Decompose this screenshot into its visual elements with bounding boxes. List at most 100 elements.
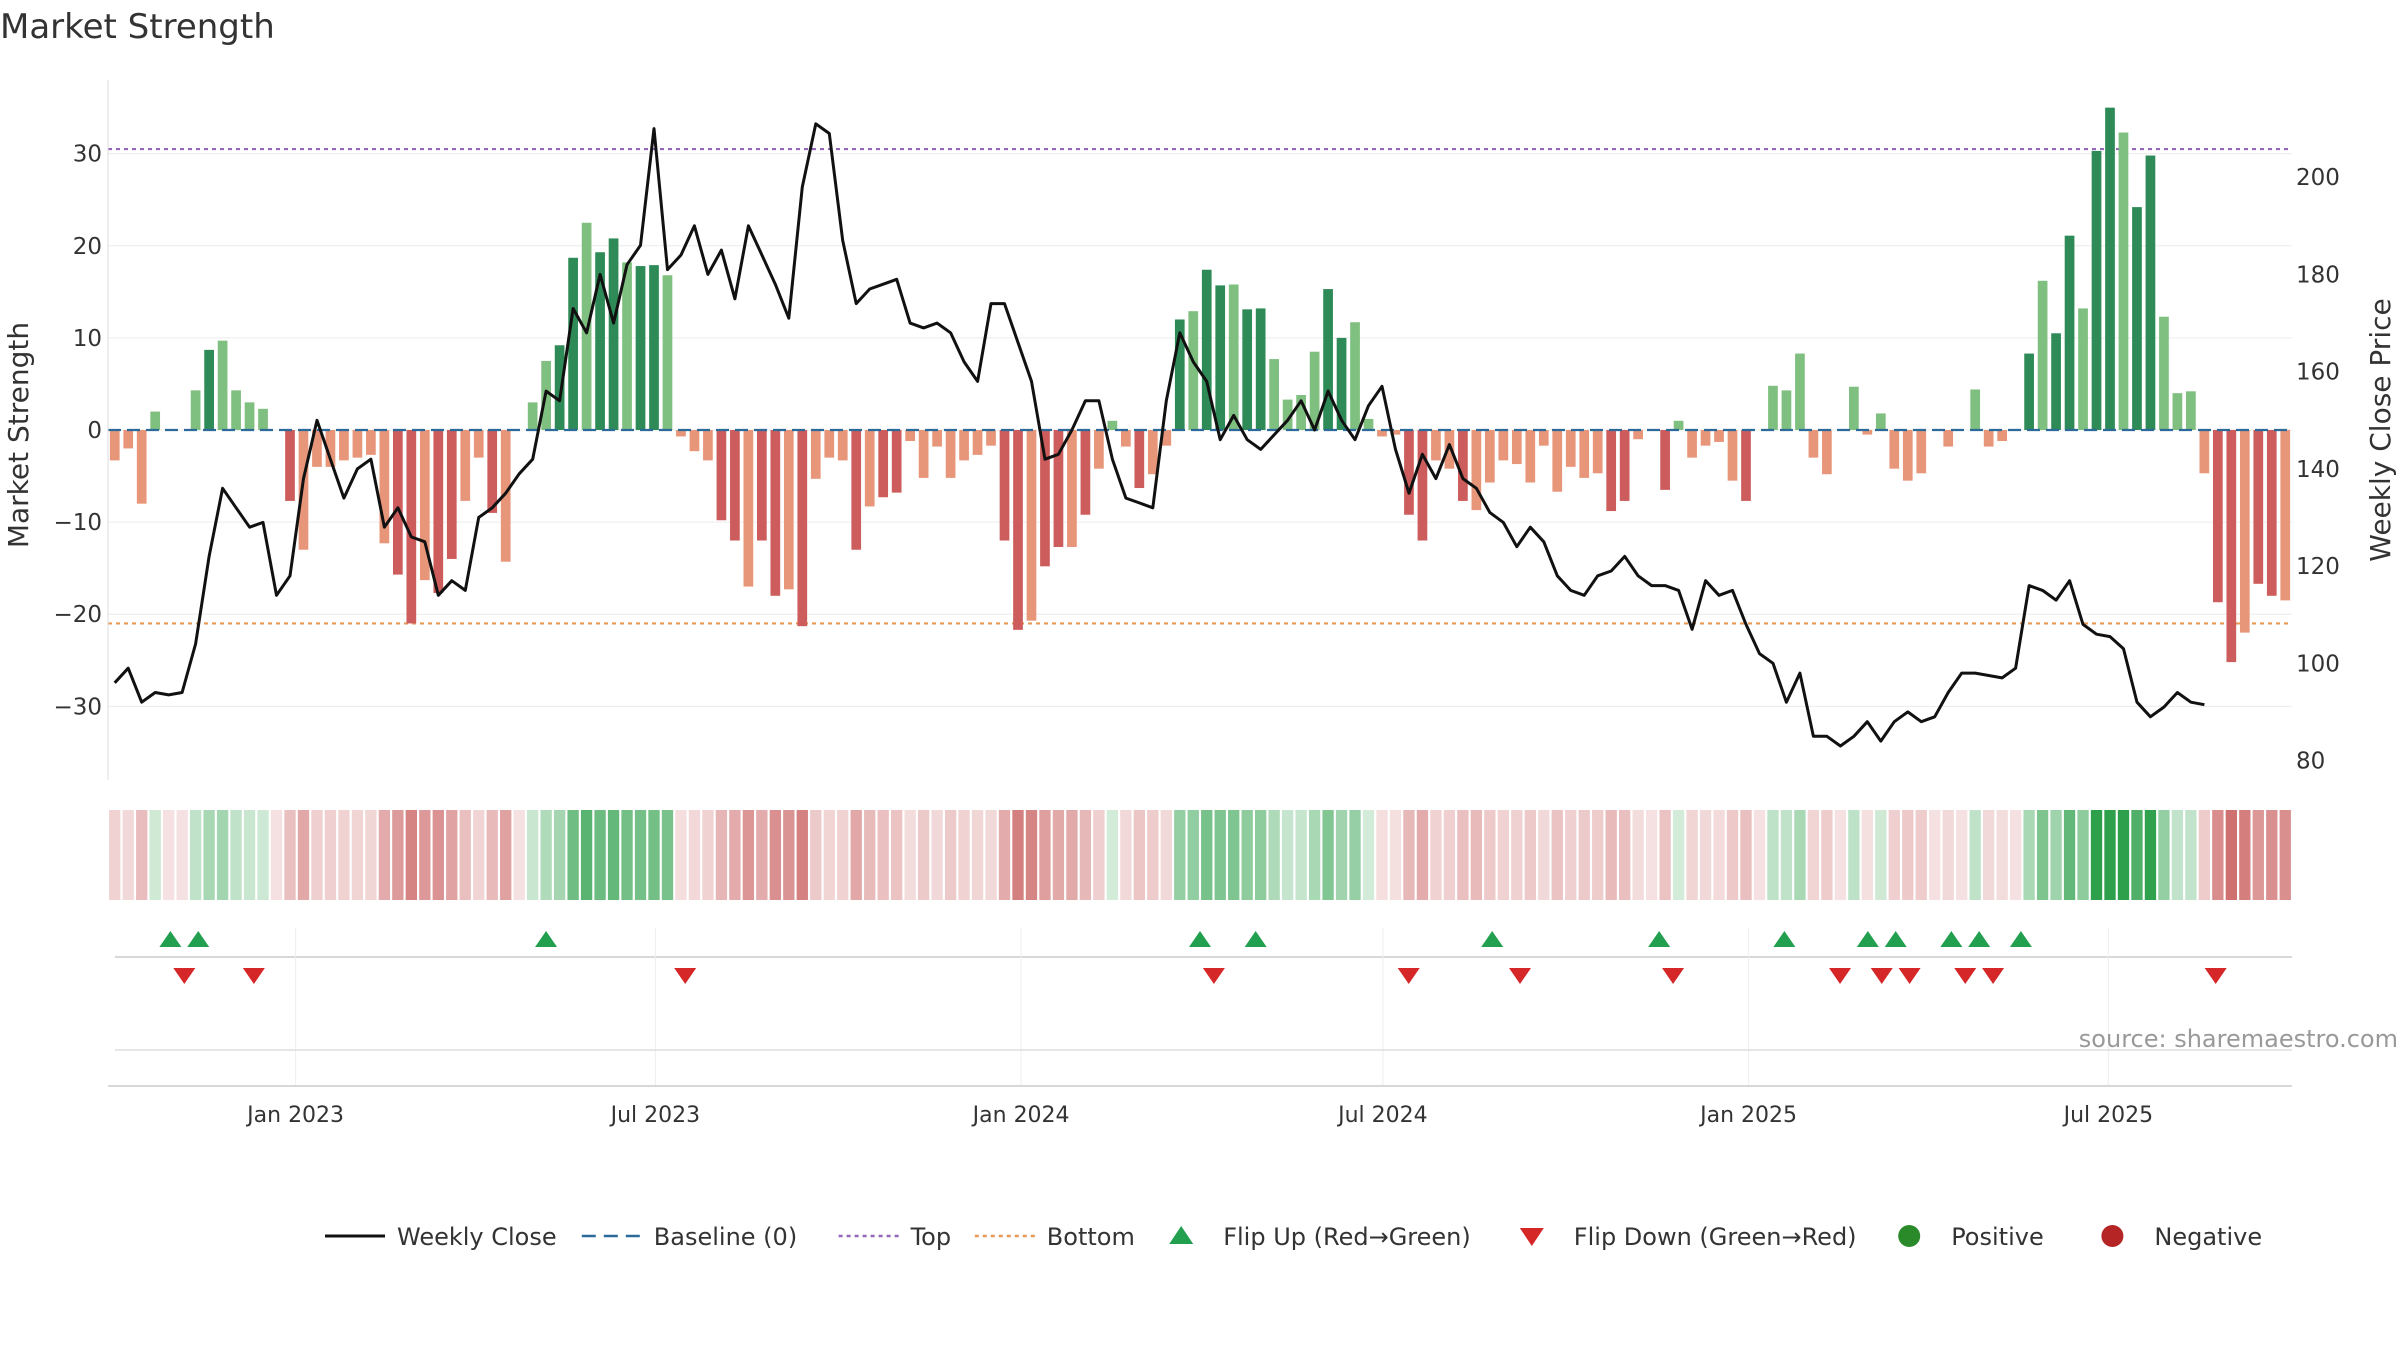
flip-down-marker xyxy=(242,968,265,984)
strip-cell xyxy=(1308,810,1321,900)
strip-cell xyxy=(985,810,997,900)
strength-bar xyxy=(2145,155,2156,431)
strength-bar xyxy=(756,430,767,541)
strength-bar xyxy=(1323,289,1333,430)
y-tick-label: −10 xyxy=(53,510,102,536)
strength-bar xyxy=(217,340,228,430)
y2-tick-label: 120 xyxy=(2296,554,2340,580)
strip-cell xyxy=(1619,810,1631,900)
strip-cell xyxy=(1025,810,1038,900)
flip-down-marker xyxy=(2204,968,2227,984)
strength-bar xyxy=(837,430,848,461)
strip-cell xyxy=(1106,810,1119,900)
strength-bar xyxy=(2024,353,2034,430)
strength-bar xyxy=(945,430,956,478)
strip-cell xyxy=(378,810,391,900)
strength-bar xyxy=(1134,430,1145,489)
strength-bar xyxy=(1997,430,2008,442)
strip-cell xyxy=(2077,810,2089,900)
strip-cell xyxy=(338,810,350,900)
strength-bar xyxy=(1983,430,1994,447)
strip-cell xyxy=(136,810,148,900)
y-tick-label: 30 xyxy=(73,142,102,168)
strength-bar xyxy=(2199,430,2210,474)
strip-cell xyxy=(998,810,1011,900)
strip-cell xyxy=(473,810,485,900)
strip-cell xyxy=(1632,810,1644,900)
y2-tick-label: 180 xyxy=(2296,262,2340,288)
strip-cell xyxy=(675,810,687,900)
strength-bar xyxy=(2078,308,2088,430)
strength-bar xyxy=(891,430,902,493)
legend-label: Negative xyxy=(2154,1223,2262,1251)
strip-cell xyxy=(284,810,296,900)
strength-bar xyxy=(258,408,268,430)
flip-up-marker xyxy=(1968,931,1991,947)
flip-down-marker xyxy=(1662,968,1685,984)
y-tick-label: −30 xyxy=(53,694,102,720)
strip-cell xyxy=(1430,810,1442,900)
strength-bar xyxy=(500,430,511,562)
strip-cell xyxy=(432,810,444,900)
strength-bar xyxy=(1228,284,1239,430)
strip-cell xyxy=(1295,810,1307,900)
flip-up-marker xyxy=(187,931,210,947)
strip-cell xyxy=(1093,810,1105,900)
strip-cell xyxy=(715,810,728,900)
flip-markers xyxy=(115,931,2292,984)
strip-cell xyxy=(486,810,498,900)
strip-cell xyxy=(1753,810,1766,900)
strength-bar xyxy=(1727,430,1738,481)
strength-bar xyxy=(568,257,578,430)
strength-bar xyxy=(1700,430,1711,446)
strip-cell xyxy=(756,810,768,900)
y2-tick-label: 160 xyxy=(2296,360,2340,386)
x-tick-label: Jul 2025 xyxy=(2062,1103,2154,1128)
strength-bar xyxy=(1795,353,1805,430)
strength-bar xyxy=(1538,430,1549,446)
strength-bar xyxy=(959,430,969,461)
strength-bar xyxy=(999,430,1010,541)
strength-bar xyxy=(1026,430,1037,621)
strength-bar xyxy=(986,430,996,446)
strip-cell xyxy=(1066,810,1078,900)
flip-up-marker xyxy=(1773,931,1796,947)
y2-tick-label: 200 xyxy=(2296,165,2340,191)
strength-bar xyxy=(527,402,538,430)
strip-cell xyxy=(1511,810,1523,900)
strength-bar xyxy=(1970,389,1981,430)
strength-bar xyxy=(1592,430,1603,474)
strength-bar xyxy=(1040,430,1050,567)
strip-cell xyxy=(2050,810,2062,900)
strip-cell xyxy=(297,810,310,900)
strength-bar xyxy=(1363,418,1374,430)
strip-cell xyxy=(149,810,161,900)
strength-bar xyxy=(1390,430,1401,435)
legend-label: Flip Up (Red→Green) xyxy=(1223,1223,1471,1251)
strip-cell xyxy=(634,810,647,900)
strip-cell xyxy=(1699,810,1712,900)
strip-cell xyxy=(1902,810,1914,900)
strength-bar xyxy=(972,430,983,455)
strength-bar xyxy=(1660,430,1670,490)
legend-label: Bottom xyxy=(1047,1223,1135,1251)
flip-down-marker xyxy=(1898,968,1921,984)
source-note: source: sharemaestro.com xyxy=(2079,1025,2398,1053)
strength-bar xyxy=(1619,430,1630,501)
strength-bar xyxy=(1741,430,1751,501)
strength-bar xyxy=(460,430,471,501)
legend-label: Baseline (0) xyxy=(654,1223,797,1251)
strip-cell xyxy=(419,810,431,900)
strength-bar xyxy=(446,430,457,559)
strength-bar xyxy=(2172,393,2183,430)
strip-cell xyxy=(904,810,916,900)
flip-up-marker xyxy=(1940,931,1963,947)
y-axis-label: Market Strength xyxy=(2,322,35,548)
strip-cell xyxy=(877,810,889,900)
strip-cell xyxy=(176,810,188,900)
strip-cell xyxy=(365,810,377,900)
strip-cell xyxy=(1470,810,1483,900)
strength-bar xyxy=(285,430,295,501)
strength-bar xyxy=(783,430,794,590)
strength-bar xyxy=(433,430,444,594)
